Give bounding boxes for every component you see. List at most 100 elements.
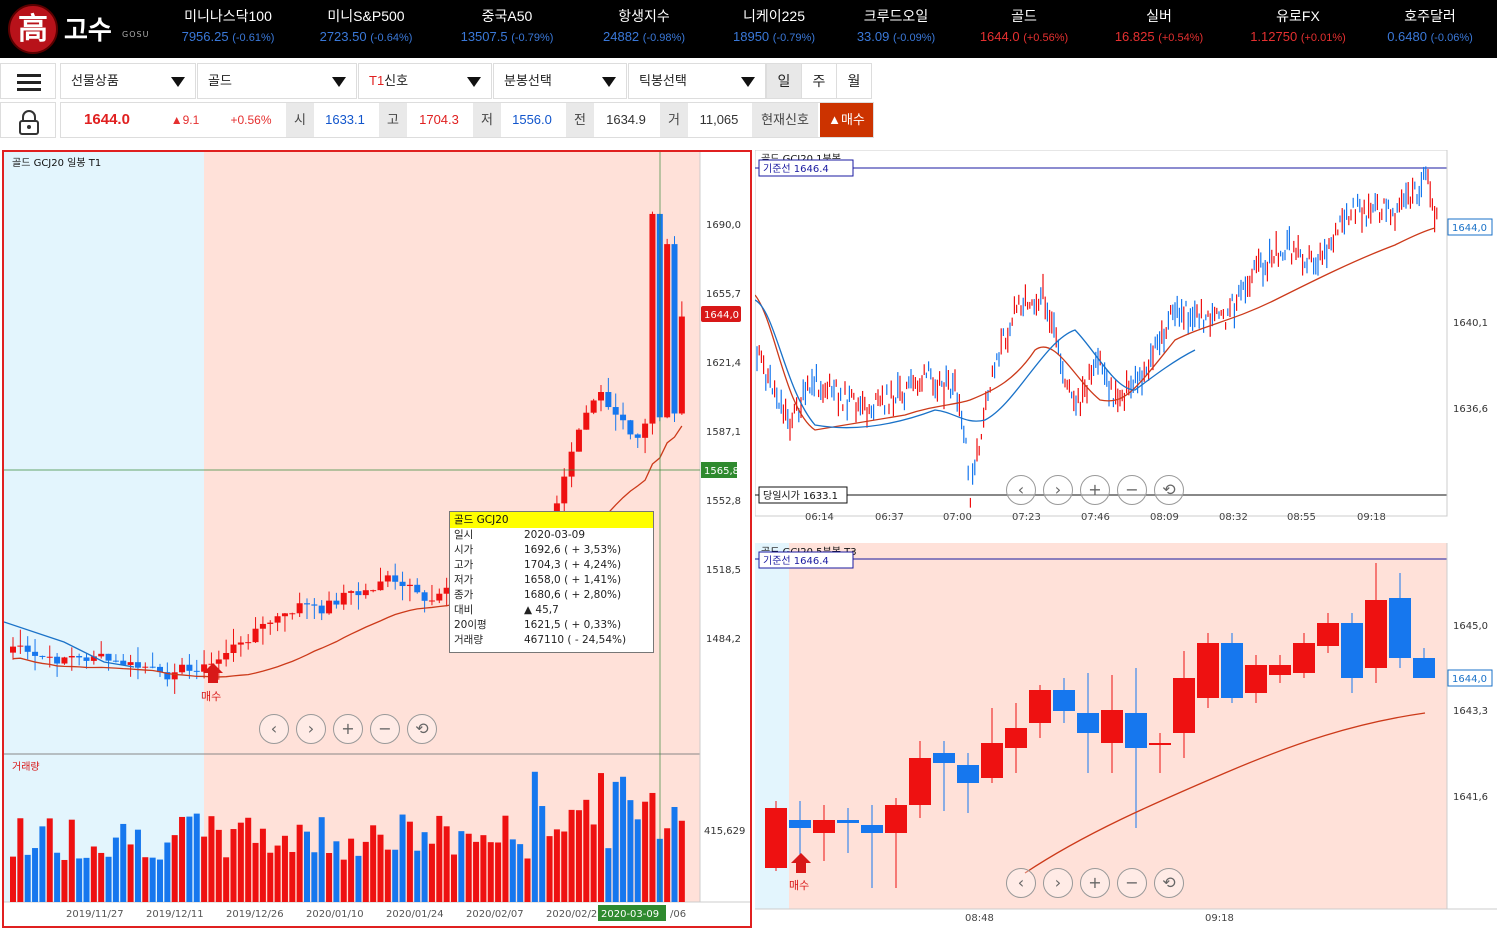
- candle: [981, 743, 1003, 778]
- ticker-name: 미니나스닥100: [184, 8, 272, 24]
- reset-button[interactable]: ⟲: [407, 714, 437, 744]
- item-select[interactable]: 골드: [197, 63, 357, 99]
- candle: [39, 655, 46, 657]
- volume-bar: [193, 813, 200, 902]
- ticker-change: (+0.01%): [1300, 32, 1346, 44]
- volume-bar: [201, 836, 208, 902]
- lock-icon: [19, 110, 39, 135]
- candle: [267, 622, 274, 624]
- tooltip-value: 1658,0 ( + 1,41%): [524, 574, 622, 586]
- five-minute-chart-svg[interactable]: 골드 GCJ20 5분봉 T3기준선 1646.41645,01643,3164…: [755, 543, 1497, 928]
- ticker-value: 33.09 (-0.09%): [826, 26, 966, 46]
- time-tick: 08:09: [1150, 512, 1179, 522]
- low-value: 1556.0: [512, 112, 552, 127]
- volume-bar: [215, 829, 222, 902]
- ticker-change: (-0.61%): [232, 32, 275, 44]
- candle: [296, 603, 303, 614]
- volume-bar: [223, 857, 230, 902]
- chart-next-button[interactable]: ›: [1043, 475, 1073, 505]
- hamburger-menu-button[interactable]: [0, 63, 56, 99]
- candle: [252, 628, 259, 643]
- period-monthly-button[interactable]: 월: [836, 63, 872, 99]
- reset-button[interactable]: ⟲: [1154, 868, 1184, 898]
- day-open-label: 당일시가 1633.1: [763, 490, 838, 502]
- chart-prev-button[interactable]: ‹: [1006, 475, 1036, 505]
- ticker-2[interactable]: 중국A50 13507.5 (-0.79%): [437, 6, 577, 46]
- ticker-name: 미니S&P500: [327, 8, 405, 24]
- candle: [274, 616, 281, 623]
- date-tick: 2020/01/10: [306, 909, 364, 920]
- candle: [186, 664, 193, 671]
- candle: [149, 666, 156, 668]
- tooltip-row: 대비 ▲ 45,7: [450, 603, 653, 618]
- minute-bar-select[interactable]: 분봉선택: [493, 63, 627, 99]
- chart-prev-button[interactable]: ‹: [259, 714, 289, 744]
- gosu-logo[interactable]: 高 고수 GOSU: [8, 4, 168, 54]
- candle: [32, 651, 39, 656]
- ticker-4[interactable]: 니케이225 18950 (-0.79%): [704, 6, 844, 46]
- volume-bar: [179, 816, 186, 902]
- candle: [575, 429, 582, 452]
- current-price: 1644.0: [84, 111, 130, 128]
- period-weekly-button[interactable]: 주: [801, 63, 837, 99]
- ticker-5[interactable]: 크루드오일 33.09 (-0.09%): [826, 6, 966, 46]
- ticker-9[interactable]: 호주달러 0.6480 (-0.06%): [1360, 6, 1497, 46]
- tick-bar-select[interactable]: 틱봉선택: [628, 63, 766, 99]
- tooltip-key: 저가: [454, 574, 474, 586]
- zoom-in-button[interactable]: +: [1080, 475, 1110, 505]
- chart-prev-button[interactable]: ‹: [1006, 868, 1036, 898]
- ticker-price: 18950: [733, 29, 770, 44]
- prev-value: 1634.9: [606, 112, 646, 127]
- ticker-7[interactable]: 실버 16.825 (+0.54%): [1089, 6, 1229, 46]
- candle-tooltip: 골드 GCJ20 일시 2020-03-09 시가 1692,6 ( + 3,53%)…: [449, 511, 654, 653]
- five-minute-chart-panel[interactable]: 골드 GCJ20 5분봉 T3기준선 1646.41645,01643,3164…: [755, 543, 1497, 928]
- chart-next-button[interactable]: ›: [296, 714, 326, 744]
- tooltip-row: 종가 1680,6 ( + 2,80%): [450, 588, 653, 603]
- ticker-change: (+0.56%): [1023, 32, 1069, 44]
- signal-select[interactable]: T1신호: [358, 63, 492, 99]
- ticker-change: (-0.79%): [772, 32, 815, 44]
- reference-label: 기준선 1646.4: [763, 163, 829, 175]
- candle: [355, 591, 362, 596]
- buy-marker-label: 매수: [201, 690, 221, 703]
- volume-bar: [296, 824, 303, 902]
- futures-product-select[interactable]: 선물상품: [60, 63, 196, 99]
- tooltip-key: 시가: [454, 544, 474, 556]
- volume-bar: [642, 801, 649, 902]
- zoom-in-button[interactable]: +: [333, 714, 363, 744]
- tooltip-key: 일시: [454, 529, 474, 541]
- ma-blue-line: [754, 299, 1196, 429]
- high-label: 고: [379, 103, 407, 137]
- ticker-8[interactable]: 유로FX 1.12750 (+0.01%): [1228, 6, 1368, 46]
- lock-button[interactable]: [0, 102, 56, 138]
- candle: [671, 244, 678, 414]
- ticker-3[interactable]: 항생지수 24882 (-0.98%): [574, 6, 714, 46]
- current-signal-label: 현재신호: [752, 103, 818, 137]
- current-price-text: 1644,0: [704, 310, 739, 321]
- volume-label: 거: [660, 103, 688, 137]
- price-tick: 1552,8: [706, 496, 741, 507]
- candle: [1413, 658, 1435, 678]
- zoom-out-button[interactable]: −: [370, 714, 400, 744]
- ticker-6[interactable]: 골드 1644.0 (+0.56%): [954, 6, 1094, 46]
- ticker-1[interactable]: 미니S&P500 2723.50 (-0.64%): [296, 6, 436, 46]
- chart-next-button[interactable]: ›: [1043, 868, 1073, 898]
- candle: [1269, 665, 1291, 675]
- volume-bar: [480, 835, 487, 902]
- zoom-out-button[interactable]: −: [1117, 475, 1147, 505]
- volume-bar: [24, 854, 31, 902]
- volume-bar: [54, 852, 61, 902]
- candle: [384, 575, 391, 582]
- candle: [54, 656, 61, 664]
- period-daily-button[interactable]: 일: [766, 63, 802, 99]
- zoom-out-button[interactable]: −: [1117, 868, 1147, 898]
- zoom-in-button[interactable]: +: [1080, 868, 1110, 898]
- ticker-0[interactable]: 미니나스닥100 7956.25 (-0.61%): [158, 6, 298, 46]
- chevron-down-icon: [332, 77, 346, 87]
- daily-chart-panel[interactable]: 골드 GCJ20 일봉 T1 1690,0 1655,7 1621,4 1587,1 15…: [2, 150, 752, 928]
- reset-button[interactable]: ⟲: [1154, 475, 1184, 505]
- candle: [885, 805, 907, 833]
- ticker-change: (-0.09%): [892, 32, 936, 44]
